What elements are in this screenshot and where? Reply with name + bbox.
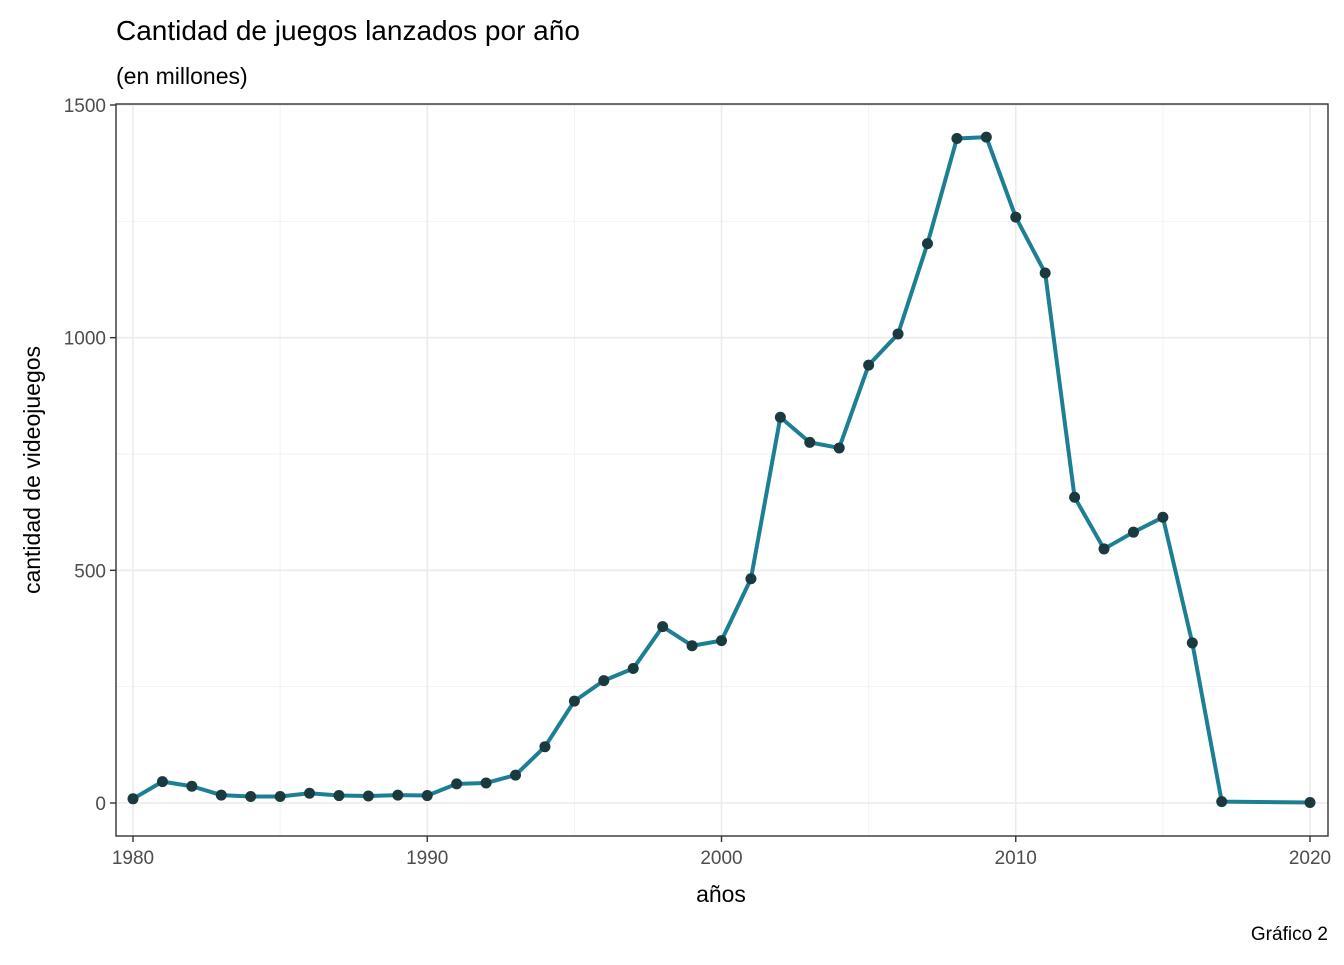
plot-area: 1980 1990 2000 2010 2020 0 500 1000 1500 xyxy=(64,96,1331,869)
y-axis-title: cantidad de videojuegos xyxy=(19,346,45,594)
data-point xyxy=(598,675,610,687)
data-point xyxy=(392,789,404,801)
data-point xyxy=(421,790,433,802)
data-point xyxy=(1304,797,1316,809)
data-point xyxy=(686,640,698,652)
data-point xyxy=(274,790,286,802)
data-point xyxy=(1069,491,1081,503)
y-tick-label: 500 xyxy=(74,561,106,582)
data-point xyxy=(1098,543,1110,555)
data-point xyxy=(951,133,963,145)
data-point xyxy=(1216,796,1228,808)
y-tick-label: 1000 xyxy=(64,329,106,350)
chart-title: Cantidad de juegos lanzados por año xyxy=(116,15,580,46)
data-point xyxy=(892,328,904,340)
data-point xyxy=(804,436,816,448)
data-point xyxy=(215,789,227,801)
data-point xyxy=(568,695,580,707)
data-point xyxy=(863,359,875,371)
data-point xyxy=(510,769,522,781)
x-tick-label: 1980 xyxy=(112,848,154,869)
chart-caption: Gráfico 2 xyxy=(1251,924,1328,945)
data-point xyxy=(716,635,727,647)
y-tick-label: 1500 xyxy=(64,96,106,117)
data-point xyxy=(921,238,933,250)
data-point xyxy=(362,790,374,802)
data-point xyxy=(1157,511,1169,523)
y-tick-label: 0 xyxy=(95,794,106,815)
data-point xyxy=(333,790,345,802)
data-point xyxy=(539,741,551,753)
data-point xyxy=(1127,526,1139,538)
data-point xyxy=(186,780,198,792)
data-point xyxy=(627,663,639,675)
data-point xyxy=(774,411,786,423)
data-point xyxy=(156,776,168,788)
x-tick-label: 1990 xyxy=(406,848,448,869)
data-point xyxy=(245,790,257,802)
chart-subtitle: (en millones) xyxy=(116,63,248,89)
x-axis-title: años xyxy=(696,881,746,907)
data-point xyxy=(1010,211,1022,223)
data-point xyxy=(1186,637,1198,649)
data-point xyxy=(304,787,316,799)
x-tick-label: 2000 xyxy=(700,848,742,869)
x-tick-label: 2020 xyxy=(1289,848,1331,869)
data-point xyxy=(127,793,139,805)
data-point xyxy=(745,573,757,585)
data-point xyxy=(833,442,845,454)
x-tick-label: 2010 xyxy=(995,848,1037,869)
data-point xyxy=(480,777,492,789)
data-point xyxy=(980,131,992,143)
data-point xyxy=(657,621,669,633)
data-point xyxy=(451,778,463,790)
data-point xyxy=(1039,267,1051,279)
